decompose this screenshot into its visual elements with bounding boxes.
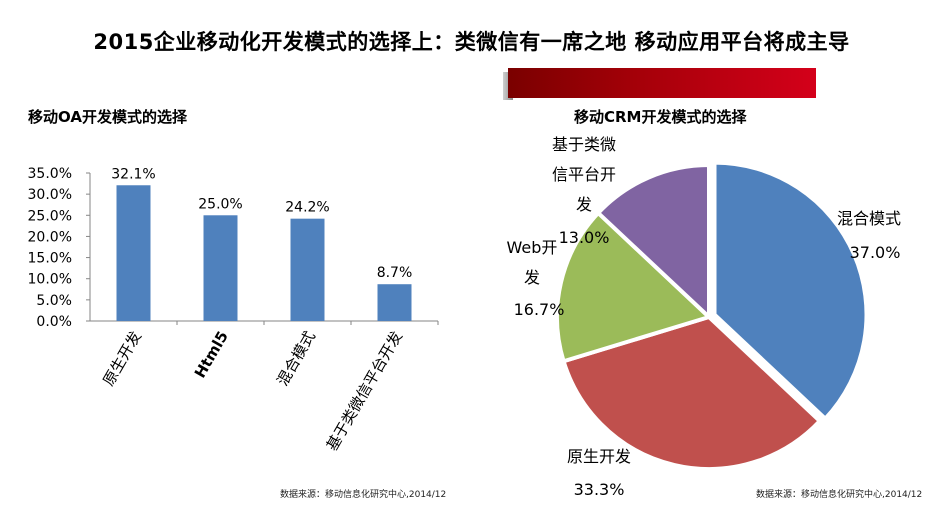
pie-slice-percent: 37.0% <box>850 243 901 262</box>
pie-slice <box>555 210 711 364</box>
pie-slice-label: 发 <box>524 268 540 287</box>
pie-slice-percent: 13.0% <box>559 228 610 247</box>
pie-slice-label: 信平台开 <box>552 165 616 184</box>
page-title: 2015企业移动化开发模式的选择上：类微信有一席之地 移动应用平台将成主导 <box>93 30 850 54</box>
pie-chart-source: 数据来源：移动信息化研究中心,2014/12 <box>756 490 923 500</box>
x-category-label: Html5 <box>191 328 232 381</box>
bar <box>377 284 412 321</box>
x-category-label: 混合模式 <box>273 328 319 389</box>
bar-value-label: 32.1% <box>111 166 155 182</box>
bar <box>290 218 325 321</box>
y-tick-label: 10.0% <box>28 272 72 288</box>
y-tick-label: 5.0% <box>36 293 72 309</box>
decorative-red-bar <box>508 68 816 98</box>
pie-chart-title: 移动CRM开发模式的选择 <box>574 108 747 126</box>
crm-pie-chart: 混合模式37.0%原生开发33.3%Web开发16.7%基于类微信平台开发13.… <box>507 135 901 499</box>
y-tick-label: 20.0% <box>28 229 72 245</box>
bar <box>116 185 151 321</box>
bar-chart-title: 移动OA开发模式的选择 <box>28 108 187 126</box>
x-category-label: 基于类微信平台开发 <box>323 328 406 454</box>
pie-slice-label: 发 <box>576 195 592 214</box>
bar-value-label: 24.2% <box>285 200 329 216</box>
pie-slice <box>561 315 822 471</box>
pie-slice-percent: 16.7% <box>514 300 565 319</box>
pie-slice-percent: 33.3% <box>574 480 625 499</box>
bar <box>203 215 238 321</box>
bar-value-label: 25.0% <box>198 196 242 212</box>
bar-value-label: 8.7% <box>377 265 413 281</box>
y-tick-label: 15.0% <box>28 251 72 267</box>
y-tick-label: 0.0% <box>36 314 72 330</box>
x-category-label: 原生开发 <box>99 328 145 389</box>
y-tick-label: 30.0% <box>28 187 72 203</box>
pie-slice-label: 混合模式 <box>837 209 901 228</box>
pie-slice-label: 原生开发 <box>567 447 631 466</box>
pie-slice <box>596 163 711 319</box>
y-tick-label: 35.0% <box>28 166 72 182</box>
pie-slice-label: Web开 <box>507 238 558 257</box>
pie-slice <box>712 160 869 421</box>
y-tick-label: 25.0% <box>28 208 72 224</box>
oa-bar-chart: 35.0% 30.0% 25.0% 20.0% 15.0% 10.0% 5.0% 0.0% 32… <box>28 166 439 454</box>
pie-slice-label: 基于类微 <box>552 135 616 154</box>
bar-chart-source: 数据来源：移动信息化研究中心,2014/12 <box>280 490 447 500</box>
